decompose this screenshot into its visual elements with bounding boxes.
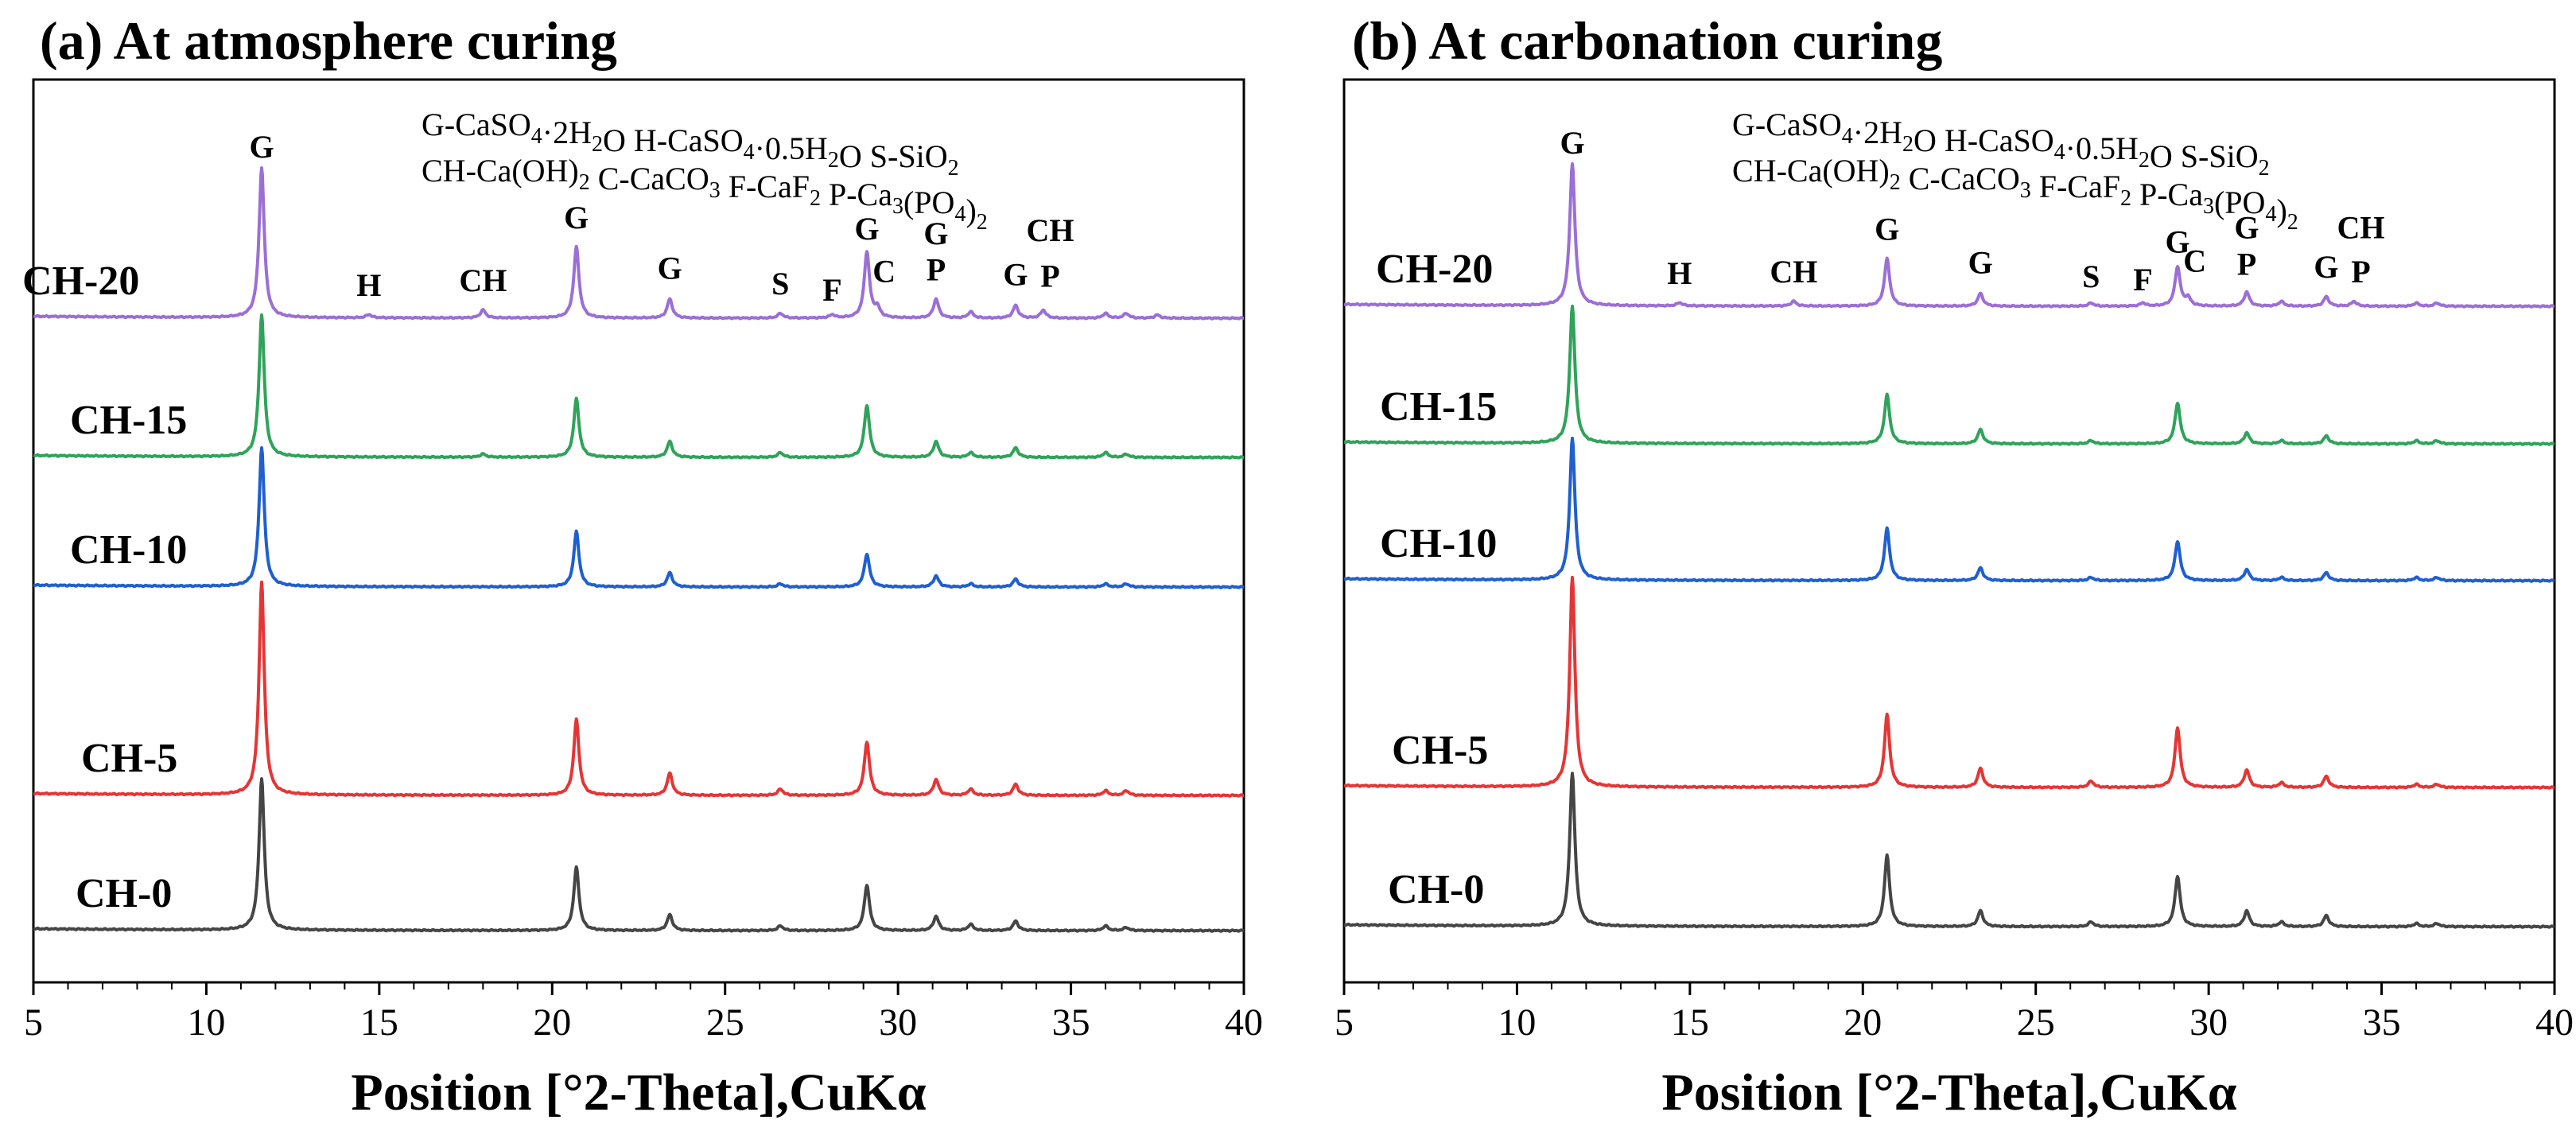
x-tick-label: 15: [1671, 1001, 1709, 1044]
peak-label: G: [2314, 249, 2338, 285]
series-label-ch-10: CH-10: [1380, 521, 1497, 566]
x-tick-label: 20: [533, 1001, 571, 1044]
panel-b-xlabel: Position [°2-Theta],CuKα: [1661, 1063, 2236, 1122]
peak-label: H: [356, 267, 381, 303]
series-line-ch-10: [32, 446, 1245, 589]
series-label-ch-15: CH-15: [70, 398, 187, 443]
panel-b-title: (b) At carbonation curing: [1352, 10, 1942, 71]
series-label-ch-15: CH-15: [1380, 384, 1497, 430]
series-line-ch-15: [32, 313, 1245, 460]
peak-label: P: [1040, 258, 1059, 294]
peak-label: G: [1560, 125, 1584, 161]
peak-label: G: [1003, 256, 1028, 292]
peak-label: G: [564, 200, 589, 235]
series-label-ch-20: CH-20: [22, 259, 139, 304]
peak-label: P: [927, 251, 946, 287]
panel-b-legend-line-2: CH-Ca(OH)2 C-CaCO3 F-CaF2 P-Ca3(PO4)2: [1732, 153, 2298, 235]
panel-a-legend-line-2: CH-Ca(OH)2 C-CaCO3 F-CaF2 P-Ca3(PO4)2: [422, 153, 988, 235]
x-tick-label: 40: [1225, 1001, 1263, 1044]
panel-b-series: [1342, 162, 2556, 929]
peak-label: CH: [1026, 212, 1074, 248]
peak-label: CH: [1770, 254, 1817, 290]
peak-label: G: [1968, 244, 1993, 280]
peak-label: G: [2165, 224, 2189, 260]
peak-label: G: [249, 129, 274, 165]
series-label-ch-20: CH-20: [1376, 247, 1493, 292]
peak-label: S: [2082, 259, 2100, 294]
series-line-ch-0: [32, 777, 1245, 933]
panel-a-ticks: 5 10 15 20 25 30 35 40: [24, 982, 1263, 1044]
peak-label: CH: [2337, 210, 2384, 246]
x-tick-label: 40: [2535, 1001, 2574, 1044]
peak-label: F: [2133, 262, 2152, 297]
panel-a-xlabel: Position [°2-Theta],CuKα: [351, 1063, 926, 1122]
series-line-ch-20: [1342, 162, 2556, 309]
series-line-ch-15: [1342, 305, 2556, 446]
peak-label: G: [854, 211, 879, 247]
series-line-ch-10: [1342, 437, 2556, 583]
x-tick-label: 20: [1844, 1001, 1882, 1044]
series-label-ch-5: CH-5: [1392, 728, 1488, 773]
peak-label: C: [2183, 243, 2206, 278]
series-label-ch-10: CH-10: [70, 527, 187, 573]
x-tick-label: 15: [360, 1001, 398, 1044]
peak-label: H: [1667, 255, 1692, 291]
peak-label: P: [2351, 254, 2370, 290]
peak-label: C: [872, 253, 896, 289]
panel-b-ticks: 5 10 15 20 25 30 35 40: [1335, 982, 2574, 1044]
peak-label: G: [1875, 212, 1899, 247]
x-tick-label: 30: [2189, 1001, 2228, 1044]
x-tick-label: 5: [24, 1001, 43, 1044]
panel-a-legend-line-1: G-CaSO4·2H2O H-CaSO4·0.5H2O S-SiO2: [422, 107, 959, 181]
panel-b-legend-line-1: G-CaSO4·2H2O H-CaSO4·0.5H2O S-SiO2: [1732, 107, 2270, 181]
x-tick-label: 10: [187, 1001, 225, 1044]
peak-label: G: [2234, 210, 2259, 246]
panel-a-title: (a) At atmosphere curing: [40, 10, 617, 71]
x-tick-label: 35: [2363, 1001, 2401, 1044]
peak-label: G: [658, 250, 682, 286]
series-line-ch-20: [32, 166, 1245, 321]
series-label-ch-0: CH-0: [76, 871, 172, 916]
panel-a-frame: [32, 78, 1245, 984]
peak-label: G: [923, 216, 948, 251]
x-tick-label: 35: [1052, 1001, 1090, 1044]
panel-b-frame: [1342, 78, 2556, 984]
peak-label: P: [2237, 246, 2256, 282]
x-tick-label: 10: [1498, 1001, 1536, 1044]
series-label-ch-0: CH-0: [1388, 867, 1484, 912]
series-line-ch-5: [1342, 575, 2556, 790]
panel-a: (a) At atmosphere curing 5 10 15 20 25 30 35 40…: [22, 10, 1263, 1122]
panel-a-series-labels: CH-20 CH-15 CH-10 CH-5 CH-0: [22, 259, 187, 916]
series-line-ch-5: [32, 580, 1245, 798]
panel-a-series: [32, 166, 1245, 933]
series-line-ch-0: [1342, 772, 2556, 929]
panel-b-series-labels: CH-20 CH-15 CH-10 CH-5 CH-0: [1376, 247, 1497, 912]
series-label-ch-5: CH-5: [81, 736, 177, 781]
peak-label: F: [822, 272, 841, 308]
x-tick-label: 30: [879, 1001, 917, 1044]
peak-label: CH: [459, 262, 507, 298]
panel-b: (b) At carbonation curing 5 10 15 20 25 30 35 4…: [1335, 10, 2574, 1122]
peak-label: S: [771, 266, 789, 301]
x-tick-label: 5: [1335, 1001, 1354, 1044]
x-tick-label: 25: [706, 1001, 744, 1044]
x-tick-label: 25: [2017, 1001, 2055, 1044]
